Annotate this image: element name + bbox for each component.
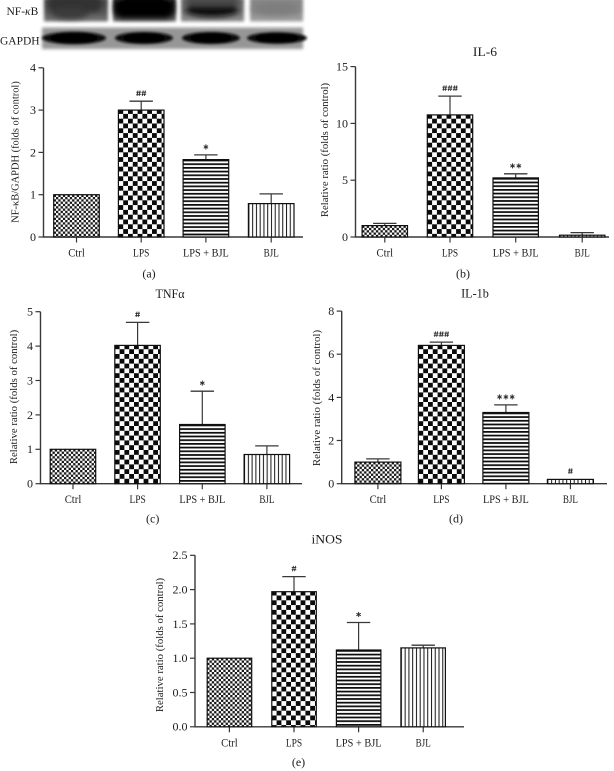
svg-text:8: 8: [328, 304, 334, 318]
svg-text:LPS: LPS: [433, 494, 449, 506]
svg-text:0.5: 0.5: [173, 685, 188, 699]
svg-text:6: 6: [328, 347, 334, 361]
svg-text:BJL: BJL: [575, 248, 590, 260]
svg-text:BJL: BJL: [264, 248, 279, 260]
svg-text:(d): (d): [449, 512, 463, 526]
svg-text:0: 0: [342, 230, 348, 244]
svg-text:BJL: BJL: [416, 737, 431, 749]
svg-text:5: 5: [342, 173, 348, 187]
svg-text:LPS: LPS: [286, 737, 302, 749]
svg-text:LPS + BJL: LPS + BJL: [179, 494, 225, 506]
svg-text:1: 1: [30, 188, 36, 202]
svg-text:2: 2: [328, 433, 334, 447]
svg-text:1.0: 1.0: [173, 651, 188, 665]
svg-text:LPS: LPS: [442, 248, 458, 260]
svg-text:Relative ratio (folds of contr: Relative ratio (folds of control): [8, 330, 20, 465]
svg-text:5: 5: [27, 305, 33, 319]
svg-text:IL-1b: IL-1b: [461, 286, 489, 301]
svg-text:0: 0: [27, 477, 33, 491]
svg-text:Ctrl: Ctrl: [65, 494, 82, 506]
svg-text:(a): (a): [142, 267, 155, 281]
svg-text:4: 4: [328, 390, 334, 404]
svg-text:3: 3: [27, 373, 33, 387]
svg-text:2: 2: [27, 408, 33, 422]
svg-text:LPS: LPS: [133, 248, 149, 260]
svg-text:BJL: BJL: [563, 494, 578, 506]
svg-text:Ctrl: Ctrl: [221, 737, 238, 749]
svg-text:1.5: 1.5: [173, 617, 188, 631]
svg-text:LPS + BJL: LPS + BJL: [493, 248, 539, 260]
svg-text:Ctrl: Ctrl: [370, 494, 387, 506]
svg-text:LPS + BJL: LPS + BJL: [483, 494, 529, 506]
svg-text:4: 4: [30, 61, 36, 75]
svg-text:10: 10: [336, 116, 348, 130]
svg-text:IL-6: IL-6: [473, 44, 498, 59]
svg-text:TNFα: TNFα: [156, 286, 185, 301]
svg-text:BJL: BJL: [259, 494, 274, 506]
svg-text:2: 2: [30, 145, 36, 159]
svg-text:LPS: LPS: [129, 494, 145, 506]
svg-text:(e): (e): [292, 755, 305, 769]
svg-text:1: 1: [27, 442, 33, 456]
svg-text:0: 0: [30, 230, 36, 244]
svg-text:NF-κB/GAPDH (folds of control): NF-κB/GAPDH (folds of control): [10, 81, 22, 223]
svg-text:2.5: 2.5: [173, 548, 188, 562]
svg-text:15: 15: [336, 60, 348, 74]
svg-text:3: 3: [30, 103, 36, 117]
svg-text:0.0: 0.0: [173, 720, 188, 734]
svg-text:Ctrl: Ctrl: [68, 248, 85, 260]
svg-text:LPS + BJL: LPS + BJL: [336, 737, 382, 749]
svg-text:GAPDH: GAPDH: [0, 36, 40, 48]
svg-text:2.0: 2.0: [173, 583, 188, 597]
svg-text:(b): (b): [456, 267, 470, 281]
svg-text:4: 4: [27, 339, 33, 353]
svg-text:Ctrl: Ctrl: [377, 248, 394, 260]
svg-text:(c): (c): [146, 512, 159, 526]
svg-text:iNOS: iNOS: [312, 532, 343, 547]
svg-text:0: 0: [328, 477, 334, 491]
svg-text:Relative ratio (folds of contr: Relative ratio (folds of control): [154, 578, 166, 713]
svg-text:NF-κB: NF-κB: [7, 6, 39, 18]
svg-text:Relative ratio (folds of contr: Relative ratio (folds of control): [311, 330, 323, 467]
svg-text:Relative ratio (folds of contr: Relative ratio (folds of control): [319, 83, 331, 218]
svg-text:LPS + BJL: LPS + BJL: [183, 248, 229, 260]
